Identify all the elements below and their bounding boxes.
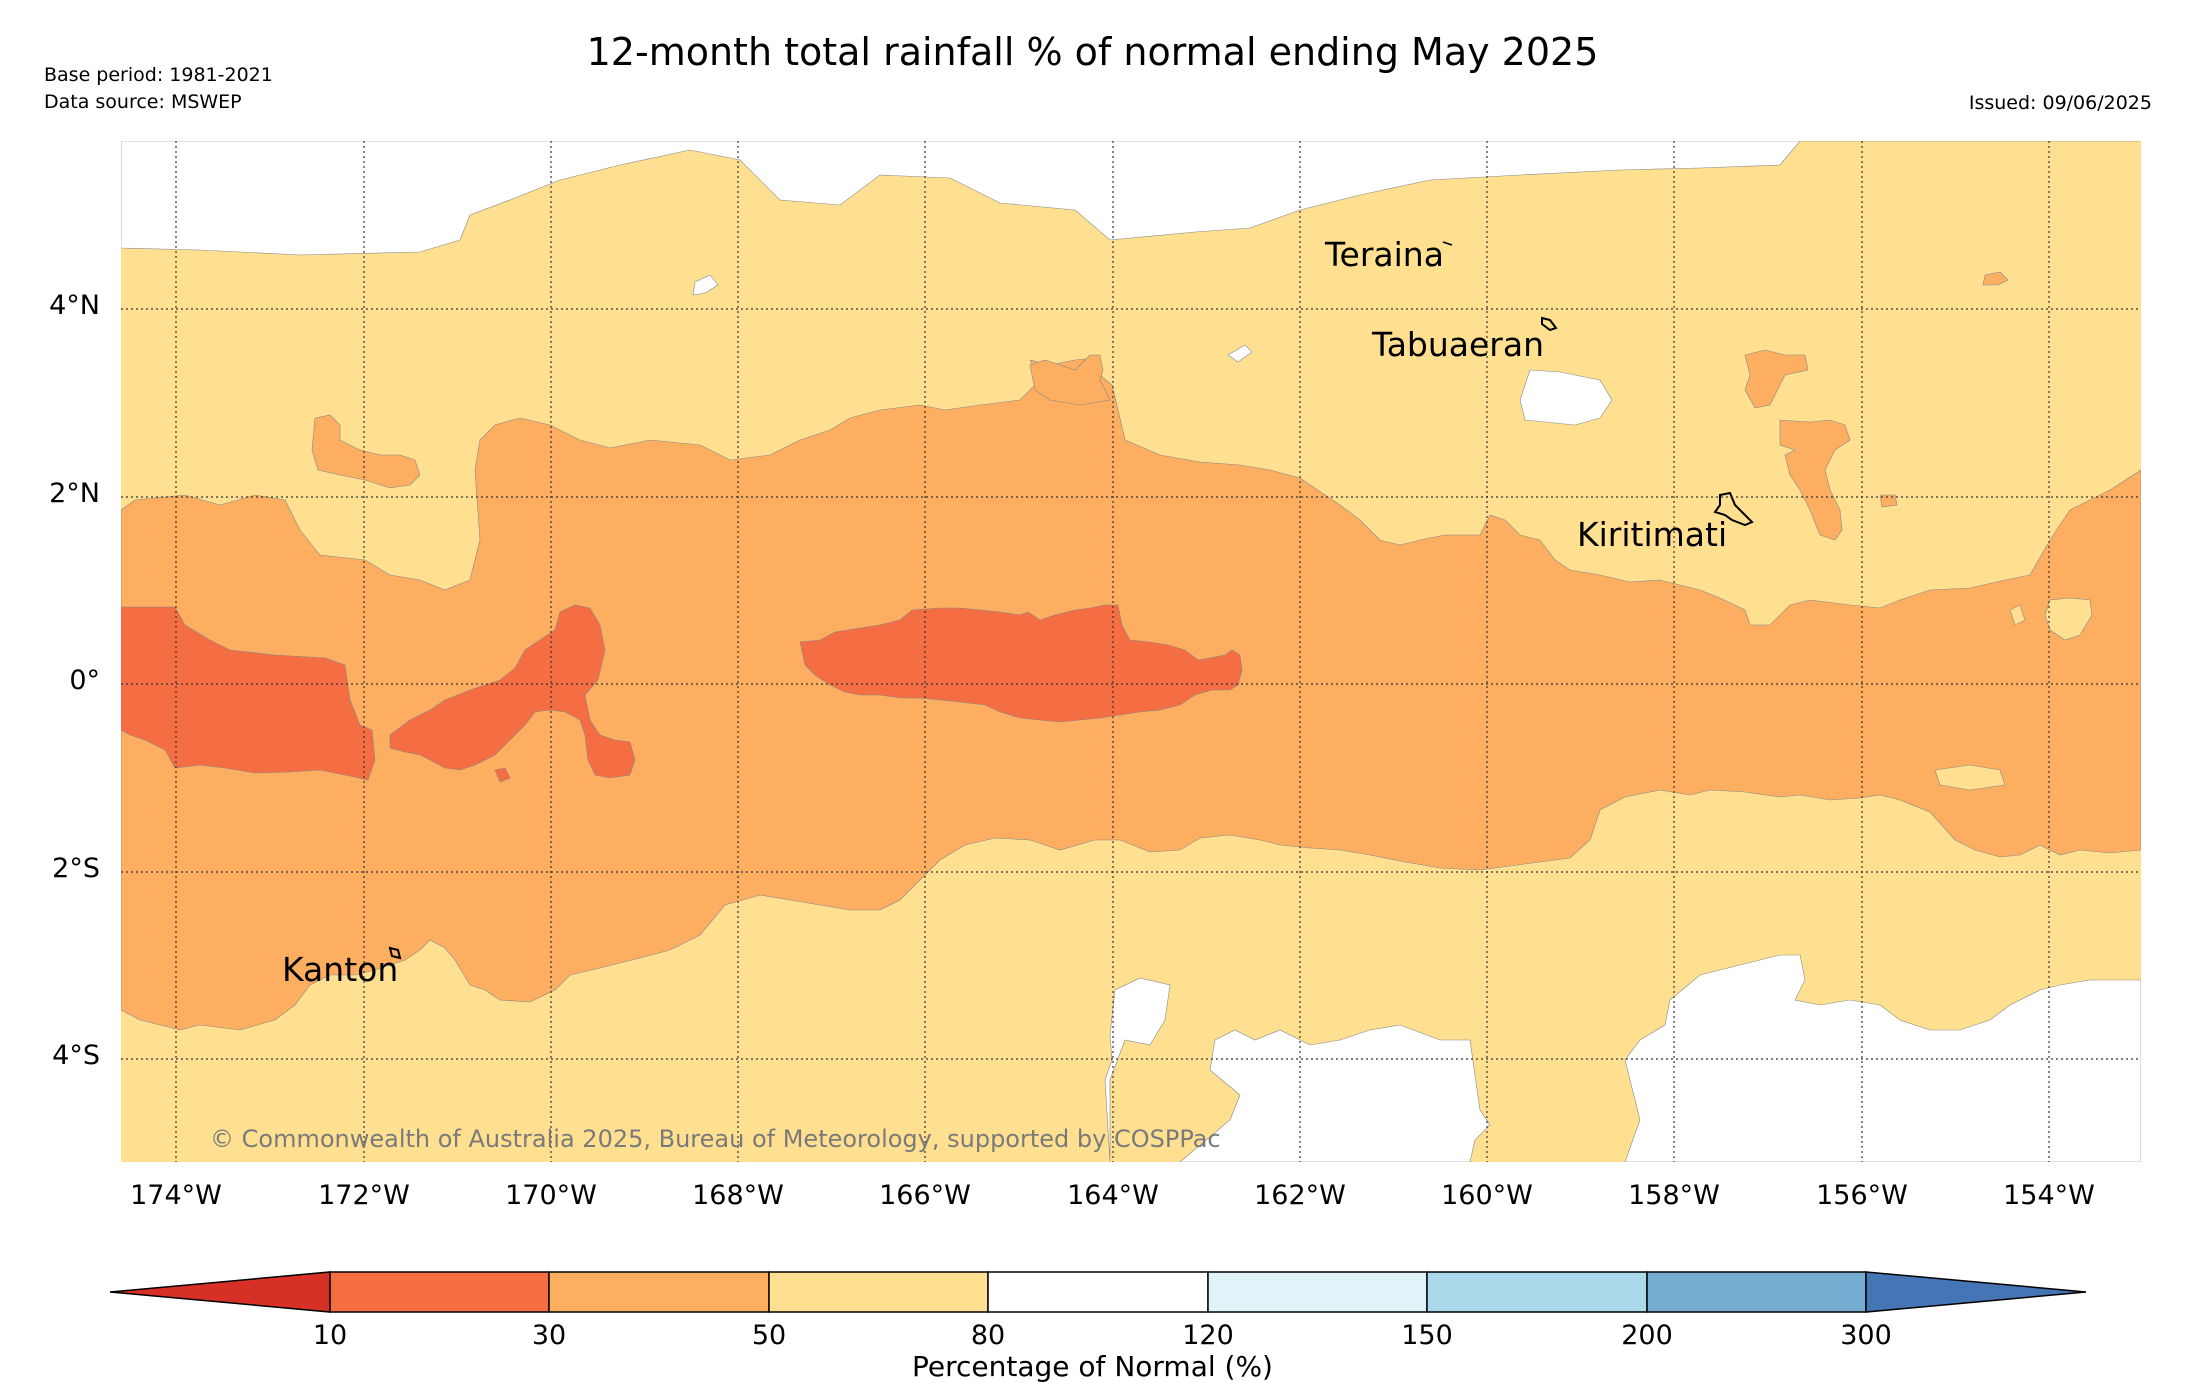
issued-date: Issued: 09/06/2025 — [1968, 92, 2152, 114]
lon-label-162w: 162°W — [1254, 1180, 1346, 1211]
map-metadata: Base period: 1981-2021 Data source: MSWE… — [44, 62, 273, 116]
region-30-50-small-top — [1982, 271, 2009, 286]
kanton-island — [388, 946, 402, 960]
lat-label-2s: 2°S — [52, 853, 100, 884]
region-30-50-north-left — [311, 414, 421, 489]
colorbar-tick-80: 80 — [970, 1320, 1006, 1351]
lon-label-166w: 166°W — [879, 1180, 971, 1211]
lon-label-172w: 172°W — [318, 1180, 410, 1211]
colorbar-150-200 — [1426, 1271, 1648, 1313]
tabuaeran-island — [1541, 316, 1558, 332]
lat-label-2n: 2°N — [49, 478, 100, 509]
region-50-80-dot — [2009, 604, 2026, 626]
region-30-50-east — [1779, 419, 1851, 541]
lon-label-170w: 170°W — [505, 1180, 597, 1211]
place-tabuaeran: Tabuaeran — [1372, 325, 1545, 364]
colorbar-over — [1865, 1271, 2087, 1313]
map-title: 12-month total rainfall % of normal endi… — [586, 30, 1599, 74]
colorbar-under — [109, 1271, 331, 1313]
region-30-50-north-middle — [1029, 354, 1111, 406]
lon-label-160w: 160°W — [1441, 1180, 1533, 1211]
region-30-50-dot — [1879, 494, 1898, 508]
base-period: Base period: 1981-2021 — [44, 64, 273, 86]
colorbar-30-50 — [548, 1271, 770, 1313]
kiritimati-island — [1713, 491, 1754, 527]
region-50-80-east-island — [2044, 597, 2093, 641]
colorbar-tick-200: 200 — [1621, 1320, 1673, 1351]
lon-label-164w: 164°W — [1067, 1180, 1159, 1211]
colorbar-tick-120: 120 — [1182, 1320, 1234, 1351]
colorbar-tick-50: 50 — [751, 1320, 787, 1351]
colorbar-tick-30: 30 — [531, 1320, 567, 1351]
colorbar-tick-10: 10 — [312, 1320, 348, 1351]
place-teraina: Teraina — [1325, 235, 1444, 274]
colorbar-80-120 — [987, 1271, 1209, 1313]
colorbar — [109, 1271, 2087, 1313]
copyright-notice: © Commonwealth of Australia 2025, Bureau… — [210, 1125, 1221, 1153]
grid-lines — [121, 141, 2141, 1162]
colorbar-10-30 — [329, 1271, 550, 1313]
colorbar-tick-150: 150 — [1401, 1320, 1453, 1351]
region-80-120-tabuaeran — [1519, 369, 1613, 426]
region-30-50-north-right — [1744, 349, 1809, 409]
lat-label-4s: 4°S — [52, 1040, 100, 1071]
colorbar-200-300 — [1646, 1271, 1867, 1313]
region-50-80-south-island — [1934, 764, 2006, 791]
lon-label-156w: 156°W — [1816, 1180, 1908, 1211]
lat-label-4n: 4°N — [49, 290, 100, 321]
colorbar-120-150 — [1207, 1271, 1428, 1313]
place-kiritimati: Kiritimati — [1577, 515, 1728, 554]
map-area — [121, 141, 2141, 1162]
colorbar-tick-300: 300 — [1840, 1320, 1892, 1351]
colorbar-label: Percentage of Normal (%) — [912, 1350, 1273, 1383]
region-80-120-bottom-middle — [1104, 977, 1171, 1162]
lon-label-154w: 154°W — [2003, 1180, 2095, 1211]
lon-label-174w: 174°W — [130, 1180, 222, 1211]
lat-label-0: 0° — [69, 665, 100, 696]
region-10-30-west — [121, 606, 376, 781]
region-10-30-central — [799, 604, 1243, 723]
region-80-120-top-left — [121, 141, 2141, 256]
place-kanton: Kanton — [282, 950, 399, 989]
region-80-120-small-2 — [1227, 344, 1253, 363]
teraina-island — [1442, 241, 1453, 246]
data-source: Data source: MSWEP — [44, 91, 242, 113]
region-10-30-west-central — [389, 604, 636, 779]
region-10-30-west-central-dot — [494, 767, 511, 783]
lon-label-168w: 168°W — [692, 1180, 784, 1211]
region-80-120-small-1 — [692, 274, 719, 296]
lon-label-158w: 158°W — [1628, 1180, 1720, 1211]
colorbar-50-80 — [768, 1271, 989, 1313]
